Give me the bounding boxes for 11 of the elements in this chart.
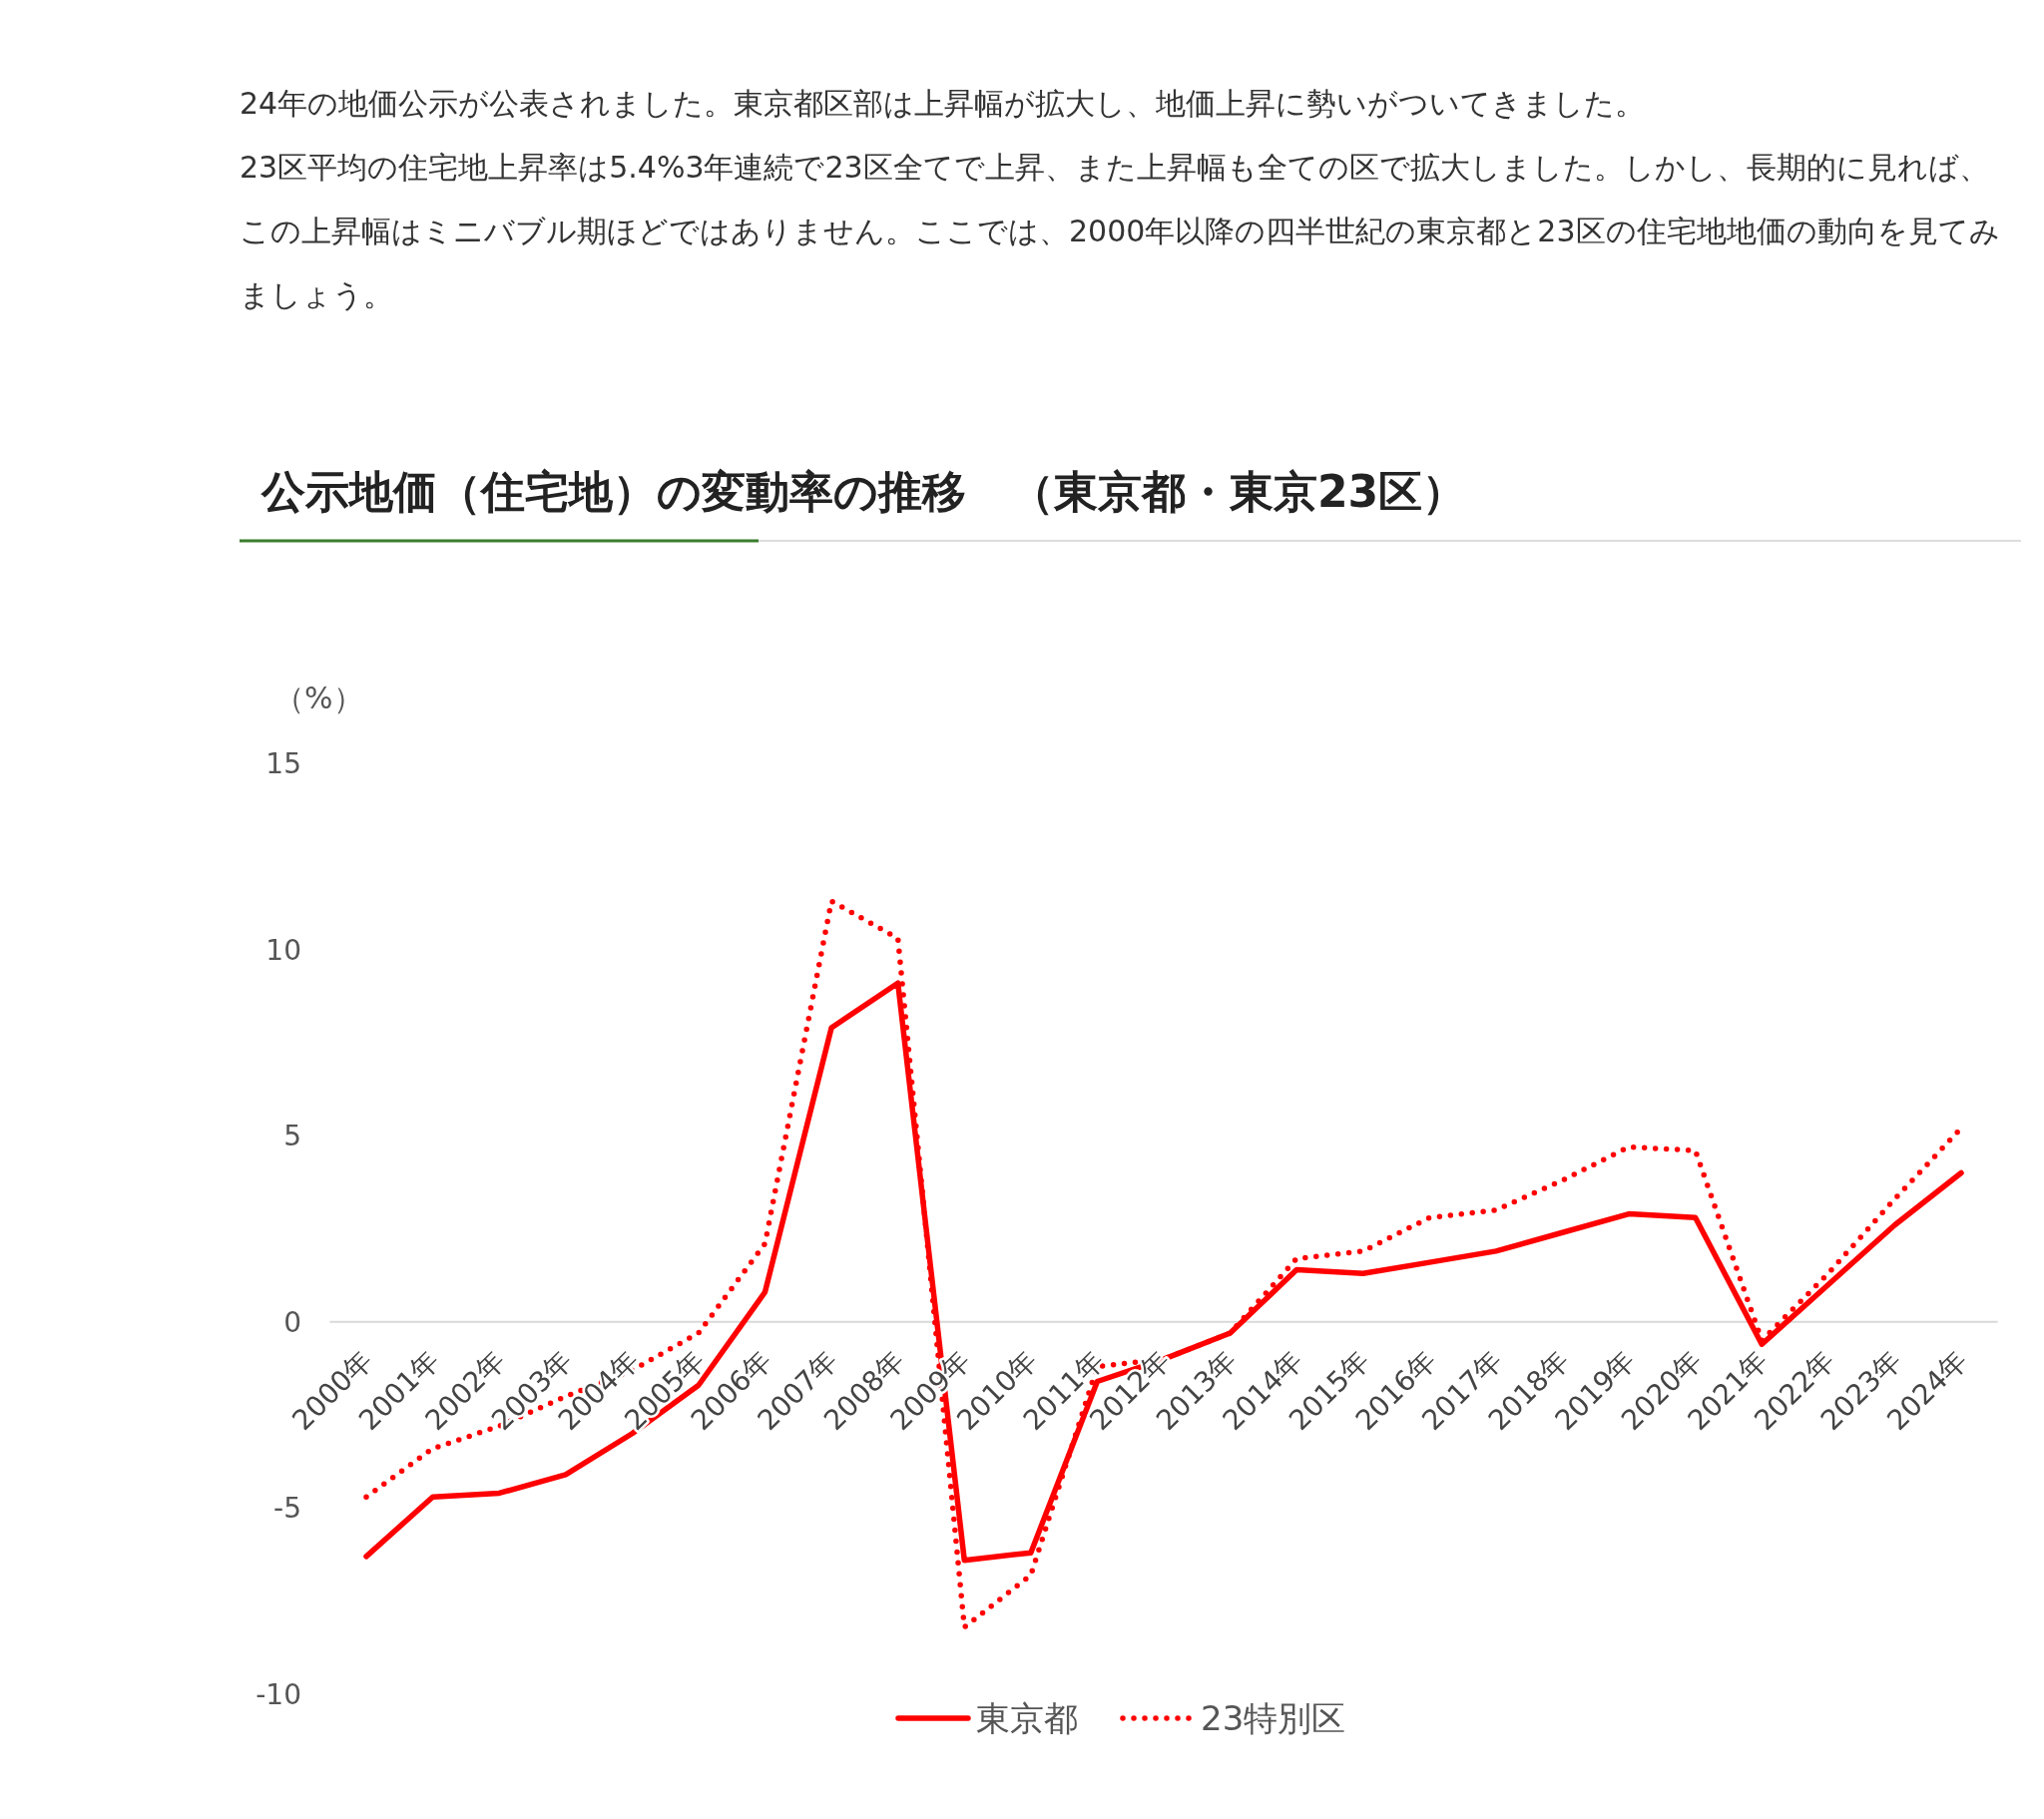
- legend-label: 23特別区: [1201, 1698, 1346, 1738]
- y-tick-label: 0: [283, 1305, 301, 1339]
- y-tick-label: 5: [283, 1120, 301, 1153]
- y-tick-label: 10: [265, 933, 301, 967]
- title: 公示地価（住宅地）の変動率の推移 （東京都・東京23区）: [261, 466, 1467, 517]
- legend-label: 東京都: [976, 1698, 1078, 1738]
- y-tick-label: 15: [265, 747, 301, 780]
- y-tick-label: -5: [273, 1492, 301, 1526]
- y-tick-label: -10: [256, 1678, 301, 1711]
- annotation: 24年の地価公示が公表されました。東京都区部は上昇幅が拡大し、地価上昇に勢いがついてきました。 23区平均の住宅地上昇率は5.4%3年連続で23区全てで上昇、また上昇幅も全ての区で拡大しました。しかし、長期的に見れば、この上昇幅はミニバブル期ほどではありません。ここでは、2000年以降の四半世紀の東京都と23区の住宅地地価の動向を見てみましょう。: [240, 85, 2001, 314]
- y-axis-title: （%）: [274, 681, 363, 715]
